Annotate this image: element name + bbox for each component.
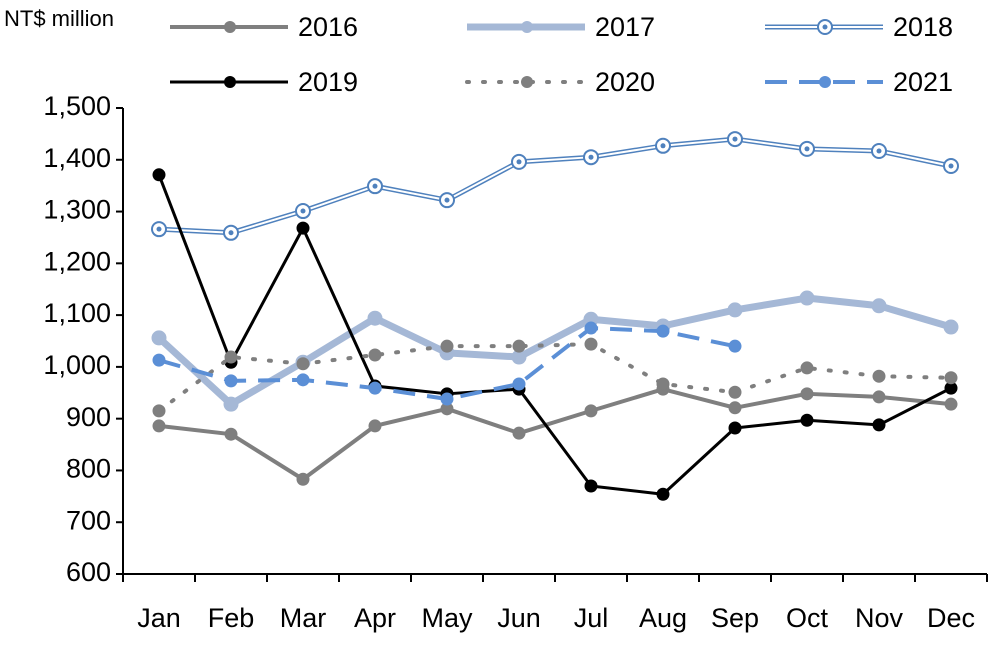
- point: [367, 310, 383, 326]
- legend-marker: [224, 21, 236, 33]
- point: [800, 361, 814, 375]
- point: [440, 392, 454, 406]
- point: [224, 374, 238, 388]
- point-dot: [948, 163, 954, 169]
- point: [296, 472, 310, 486]
- x-tick-label: Sep: [711, 603, 759, 633]
- legend-label: 2019: [298, 67, 358, 97]
- x-tick-label: Oct: [786, 603, 829, 633]
- point: [728, 401, 742, 415]
- point: [368, 419, 382, 433]
- legend-label: 2020: [595, 67, 655, 97]
- y-tick-label: 1,000: [43, 350, 111, 380]
- point: [223, 396, 239, 412]
- point: [943, 319, 959, 335]
- point: [296, 221, 310, 235]
- point: [871, 298, 887, 314]
- point-dot: [660, 143, 666, 149]
- point: [872, 390, 886, 404]
- point: [152, 419, 166, 433]
- point: [368, 381, 382, 395]
- y-tick-label: 1,400: [43, 143, 111, 173]
- x-tick-label: Nov: [855, 603, 904, 633]
- point: [512, 339, 526, 353]
- legend-marker-dot: [822, 24, 828, 30]
- point: [224, 350, 238, 364]
- series-line: [157, 174, 952, 496]
- x-tick-label: Dec: [927, 603, 975, 633]
- point: [440, 339, 454, 353]
- point-dot: [516, 159, 522, 165]
- point: [872, 369, 886, 383]
- point-dot: [588, 154, 594, 160]
- point: [512, 377, 526, 391]
- series-line: [156, 294, 952, 408]
- point: [800, 413, 814, 427]
- point-dot: [876, 148, 882, 154]
- point: [944, 371, 958, 385]
- point: [656, 487, 670, 501]
- point-dot: [372, 183, 378, 189]
- legend-label: 2021: [893, 67, 953, 97]
- x-tick-label: Jul: [574, 603, 609, 633]
- point: [799, 290, 815, 306]
- point-dot: [444, 197, 450, 203]
- point: [944, 397, 958, 411]
- x-tick-label: Mar: [280, 603, 327, 633]
- legend-label: 2018: [893, 12, 953, 42]
- point: [584, 321, 598, 335]
- x-tick-label: Feb: [208, 603, 255, 633]
- point: [296, 373, 310, 387]
- point: [296, 357, 310, 371]
- point: [368, 348, 382, 362]
- legend-marker: [521, 21, 533, 33]
- x-tick-label: Apr: [354, 603, 396, 633]
- y-tick-label: 600: [66, 557, 111, 587]
- point: [224, 427, 238, 441]
- point: [656, 324, 670, 338]
- point: [152, 404, 166, 418]
- point: [152, 168, 166, 182]
- series-line-inner: [158, 138, 952, 234]
- series-line: [158, 387, 952, 482]
- point-dot: [228, 230, 234, 236]
- y-tick-label: 1,300: [43, 195, 111, 225]
- y-tick-label: 700: [66, 505, 111, 535]
- point: [727, 302, 743, 318]
- point-dot: [804, 146, 810, 152]
- series-line: [157, 342, 953, 413]
- legend-marker: [819, 76, 831, 88]
- point: [728, 385, 742, 399]
- point: [584, 479, 598, 493]
- point: [584, 337, 598, 351]
- x-tick-label: Jun: [497, 603, 541, 633]
- point: [512, 426, 526, 440]
- point-dot: [300, 208, 306, 214]
- point: [872, 418, 886, 432]
- point: [800, 387, 814, 401]
- y-tick-label: 800: [66, 454, 111, 484]
- point-dot: [732, 136, 738, 142]
- legend-marker: [224, 76, 236, 88]
- point: [151, 330, 167, 346]
- point: [728, 339, 742, 353]
- y-tick-label: 1,200: [43, 246, 111, 276]
- legend-label: 2017: [595, 12, 655, 42]
- y-tick-label: 1,500: [43, 91, 111, 121]
- point: [656, 377, 670, 391]
- x-tick-label: Aug: [639, 603, 687, 633]
- y-tick-label: 1,100: [43, 298, 111, 328]
- legend-marker: [521, 76, 533, 88]
- y-axis-label: NT$ million: [4, 6, 114, 31]
- x-tick-label: Jan: [137, 603, 181, 633]
- x-tick-label: May: [421, 603, 473, 633]
- legend-label: 2016: [298, 12, 358, 42]
- point: [728, 421, 742, 435]
- point: [584, 404, 598, 418]
- y-tick-label: 900: [66, 402, 111, 432]
- point: [152, 353, 166, 367]
- point-dot: [156, 226, 162, 232]
